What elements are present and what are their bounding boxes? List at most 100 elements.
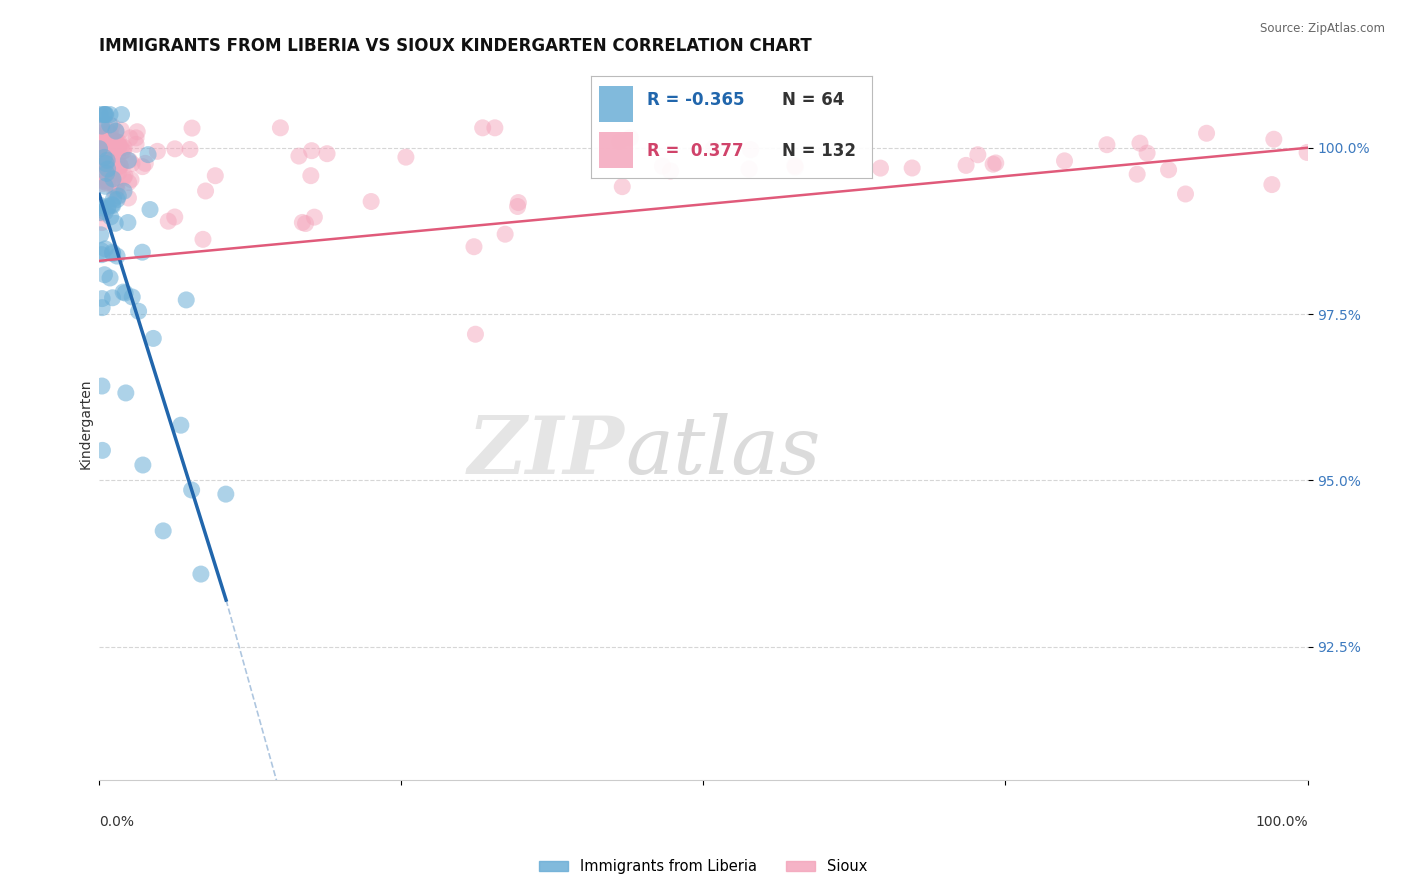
Text: ZIP: ZIP bbox=[468, 414, 624, 491]
Point bbox=[91, 137, 114, 152]
Point bbox=[89, 205, 111, 219]
Point bbox=[93, 150, 115, 164]
Point bbox=[619, 131, 641, 145]
Text: N = 64: N = 64 bbox=[782, 91, 844, 109]
Point bbox=[91, 148, 114, 162]
Point bbox=[215, 487, 238, 501]
Point bbox=[127, 125, 149, 139]
Point bbox=[107, 137, 129, 152]
Point bbox=[93, 137, 115, 152]
Point bbox=[89, 198, 111, 212]
Point bbox=[90, 143, 112, 157]
Point bbox=[506, 199, 529, 213]
Point bbox=[90, 157, 112, 171]
Point bbox=[1053, 153, 1076, 168]
Point bbox=[108, 139, 131, 153]
Point bbox=[98, 145, 121, 160]
Point bbox=[96, 153, 118, 168]
Point bbox=[97, 169, 120, 184]
Point bbox=[89, 126, 111, 140]
Point bbox=[96, 166, 118, 180]
Point bbox=[89, 152, 111, 166]
Point bbox=[101, 291, 124, 305]
Point bbox=[110, 141, 132, 155]
Point bbox=[112, 170, 135, 185]
Point bbox=[103, 192, 125, 206]
Point bbox=[738, 162, 761, 177]
Point bbox=[112, 184, 135, 198]
Point bbox=[966, 147, 988, 161]
Point bbox=[101, 175, 124, 189]
Text: atlas: atlas bbox=[624, 414, 820, 491]
Point bbox=[112, 144, 135, 158]
Point bbox=[103, 161, 125, 176]
Point bbox=[288, 149, 311, 163]
Point bbox=[90, 121, 112, 136]
Point bbox=[93, 156, 115, 170]
Point bbox=[114, 386, 136, 401]
Point bbox=[740, 143, 762, 157]
Point bbox=[91, 206, 114, 220]
Point bbox=[105, 249, 128, 263]
Point bbox=[463, 240, 485, 254]
Point bbox=[152, 524, 174, 538]
Point bbox=[97, 199, 120, 213]
Point bbox=[901, 161, 924, 175]
Point bbox=[269, 120, 291, 135]
Point bbox=[121, 157, 143, 171]
Point bbox=[105, 182, 128, 196]
Point bbox=[89, 129, 111, 144]
Point bbox=[117, 191, 139, 205]
Point bbox=[360, 194, 382, 209]
Point bbox=[107, 189, 129, 203]
Point bbox=[194, 184, 217, 198]
Point bbox=[97, 150, 120, 164]
Point bbox=[91, 292, 114, 306]
Point bbox=[91, 443, 114, 458]
Point bbox=[96, 202, 118, 216]
Point bbox=[100, 210, 122, 224]
Point bbox=[93, 107, 115, 121]
Point bbox=[100, 126, 122, 140]
Point bbox=[108, 159, 131, 173]
Point bbox=[163, 210, 186, 224]
Point bbox=[204, 169, 226, 183]
Point bbox=[612, 179, 634, 194]
Point bbox=[100, 144, 122, 158]
Point bbox=[94, 107, 117, 121]
Point bbox=[91, 301, 114, 315]
Point bbox=[91, 177, 114, 191]
Point bbox=[291, 215, 314, 229]
Point bbox=[93, 268, 115, 282]
Point bbox=[294, 217, 316, 231]
Point bbox=[981, 157, 1004, 171]
Text: 100.0%: 100.0% bbox=[1256, 815, 1308, 830]
Point bbox=[90, 227, 112, 242]
Point bbox=[1136, 146, 1159, 161]
Point bbox=[112, 140, 135, 154]
Point bbox=[91, 136, 114, 150]
Point bbox=[125, 137, 148, 152]
Point bbox=[609, 135, 631, 149]
Point bbox=[111, 145, 134, 159]
Point bbox=[104, 124, 127, 138]
Point bbox=[94, 179, 117, 194]
Point bbox=[1195, 126, 1218, 140]
Point bbox=[90, 379, 112, 393]
Point bbox=[104, 134, 127, 148]
Point bbox=[1263, 132, 1285, 146]
Point bbox=[1261, 178, 1284, 192]
Point bbox=[191, 232, 214, 246]
Point bbox=[299, 169, 322, 183]
Point bbox=[869, 161, 891, 175]
Point bbox=[139, 202, 162, 217]
Point bbox=[118, 131, 141, 145]
Point bbox=[89, 142, 111, 156]
Point bbox=[114, 285, 136, 300]
Point bbox=[96, 145, 118, 159]
Point bbox=[117, 215, 139, 229]
Point bbox=[395, 150, 418, 164]
Point bbox=[785, 160, 807, 174]
Point bbox=[93, 152, 115, 166]
Point bbox=[107, 162, 129, 177]
